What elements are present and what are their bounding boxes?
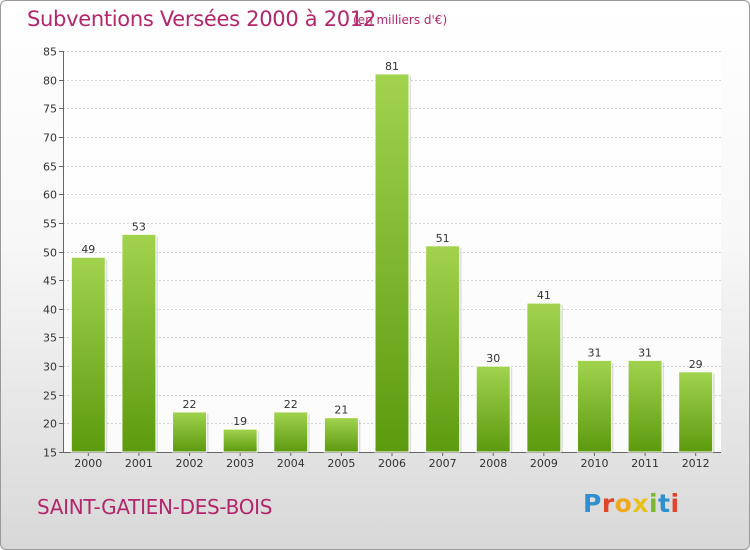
value-label: 53 bbox=[132, 220, 146, 233]
x-tick-label: 2003 bbox=[226, 457, 254, 470]
bar bbox=[374, 73, 410, 453]
y-tick-label: 45 bbox=[43, 275, 57, 288]
x-tick-label: 2002 bbox=[176, 457, 204, 470]
value-label: 51 bbox=[436, 232, 450, 245]
value-label: 19 bbox=[233, 415, 247, 428]
bar bbox=[678, 371, 714, 453]
x-tick-label: 2012 bbox=[682, 457, 710, 470]
bar bbox=[172, 411, 208, 453]
x-tick-label: 2006 bbox=[378, 457, 406, 470]
bar bbox=[425, 245, 461, 453]
x-tick-label: 2000 bbox=[74, 457, 102, 470]
bar-layer bbox=[70, 73, 715, 453]
bar bbox=[475, 365, 511, 453]
x-tick-label: 2007 bbox=[429, 457, 457, 470]
x-tick-label: 2010 bbox=[580, 457, 608, 470]
y-tick-label: 25 bbox=[43, 390, 57, 403]
value-label: 21 bbox=[334, 404, 348, 417]
bar bbox=[526, 302, 562, 453]
y-tick-label: 35 bbox=[43, 332, 57, 345]
x-tick-label: 2009 bbox=[530, 457, 558, 470]
chart-subtitle: (en milliers d'€) bbox=[353, 13, 448, 27]
value-label: 29 bbox=[689, 358, 703, 371]
y-tick-label: 50 bbox=[43, 247, 57, 260]
value-label: 49 bbox=[81, 243, 95, 256]
y-tick-label: 15 bbox=[43, 447, 57, 460]
y-tick-label: 60 bbox=[43, 189, 57, 202]
bar bbox=[273, 411, 309, 453]
bar bbox=[627, 359, 663, 453]
bar bbox=[222, 428, 258, 453]
value-label: 31 bbox=[638, 346, 652, 359]
y-tick-label: 70 bbox=[43, 132, 57, 145]
y-tick-label: 40 bbox=[43, 304, 57, 317]
x-tick-label: 2011 bbox=[631, 457, 659, 470]
y-tick-label: 65 bbox=[43, 161, 57, 174]
x-tick-label: 2001 bbox=[125, 457, 153, 470]
value-label: 31 bbox=[587, 346, 601, 359]
value-label: 41 bbox=[537, 289, 551, 302]
bar bbox=[323, 417, 359, 453]
x-tick-label: 2004 bbox=[277, 457, 305, 470]
value-label: 81 bbox=[385, 60, 399, 73]
x-tick-label: 2008 bbox=[479, 457, 507, 470]
y-tick-label: 85 bbox=[43, 46, 57, 59]
proxiti-logo[interactable]: Proxiti bbox=[583, 489, 680, 518]
y-tick-label: 30 bbox=[43, 361, 57, 374]
chart-title: Subventions Versées 2000 à 2012 bbox=[27, 7, 376, 31]
y-tick-label: 55 bbox=[43, 218, 57, 231]
y-tick-label: 75 bbox=[43, 103, 57, 116]
commune-name: SAINT-GATIEN-DES-BOIS bbox=[37, 495, 273, 519]
value-label: 30 bbox=[486, 352, 500, 365]
y-tick-label: 80 bbox=[43, 75, 57, 88]
x-tick-label: 2005 bbox=[327, 457, 355, 470]
bar bbox=[576, 359, 612, 453]
value-label: 22 bbox=[284, 398, 298, 411]
y-tick-label: 20 bbox=[43, 418, 57, 431]
bar bbox=[121, 233, 157, 453]
bar bbox=[70, 256, 106, 453]
label-layer: 15 20 25 30 35 40 45 50 55 60 65 70 75 80 85 49 2000 53 20… bbox=[43, 46, 710, 471]
value-label: 22 bbox=[183, 398, 197, 411]
